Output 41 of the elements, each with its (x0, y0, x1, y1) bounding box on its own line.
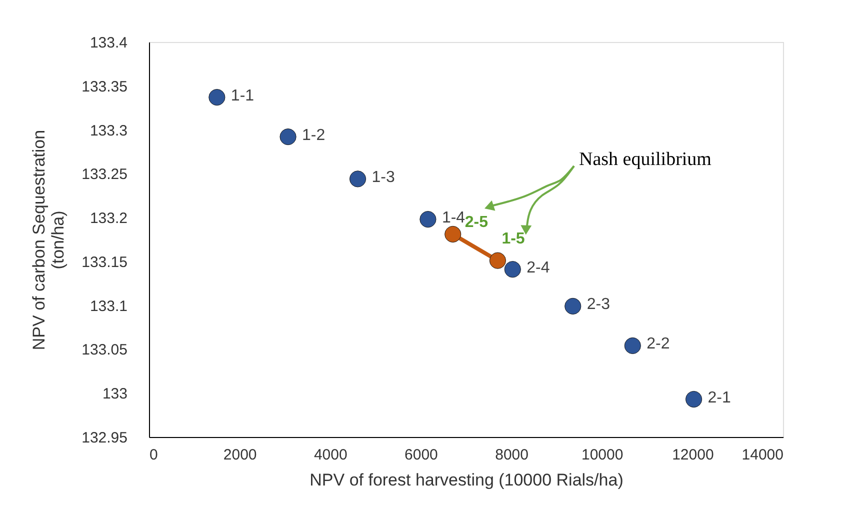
x-tick-label: 12000 (672, 446, 714, 464)
y-tick-label: 133.05 (82, 342, 128, 359)
y-axis-title: NPV of carbon Sequestration (ton/ha) (30, 130, 68, 350)
point (280, 128, 296, 146)
point (444, 226, 462, 243)
point (349, 170, 366, 188)
data-label: 2-2 (646, 336, 670, 353)
x-tick-label: 8000 (495, 446, 528, 464)
y-tick-label: 133.35 (82, 78, 128, 96)
point (504, 261, 521, 278)
point (624, 337, 641, 354)
y-tick-label: 133.2 (90, 210, 128, 228)
x-tick-label: 4000 (314, 446, 348, 464)
data-label: 2-3 (586, 296, 610, 314)
data-label: 1-4 (442, 209, 466, 226)
data-label: 2-4 (526, 259, 550, 276)
y-tick-label: 133.4 (90, 34, 128, 52)
x-tick-label: 6000 (404, 446, 438, 464)
data-label: 2-5 (464, 214, 488, 232)
y-tick-label: 133.1 (90, 298, 128, 315)
x-tick-label: 0 (150, 446, 158, 464)
y-tick-label: 133.15 (82, 254, 128, 271)
data-label: 1-3 (372, 168, 395, 186)
y-tick-label: 133.25 (82, 166, 128, 184)
point (420, 211, 436, 228)
y-tick-label: 132.95 (82, 430, 128, 446)
y-tick-label: 133 (102, 386, 128, 403)
point (564, 298, 582, 315)
y-tick-label: 133.3 (90, 122, 128, 140)
x-tick-label: 10000 (582, 446, 624, 464)
x-tick-label: 2000 (223, 446, 257, 464)
point (685, 390, 702, 408)
data-label: 1-1 (230, 87, 254, 104)
x-axis-title: NPV of forest harvesting (10000 Rials/ha) (310, 470, 624, 490)
point (208, 89, 226, 106)
data-label: 1-5 (502, 230, 525, 248)
annotation: Nash equilibrium (579, 149, 712, 170)
x-tick-label: 14000 (742, 446, 784, 464)
data-label: 1-2 (302, 126, 326, 144)
point (489, 252, 506, 269)
data-label: 2-1 (708, 389, 732, 406)
